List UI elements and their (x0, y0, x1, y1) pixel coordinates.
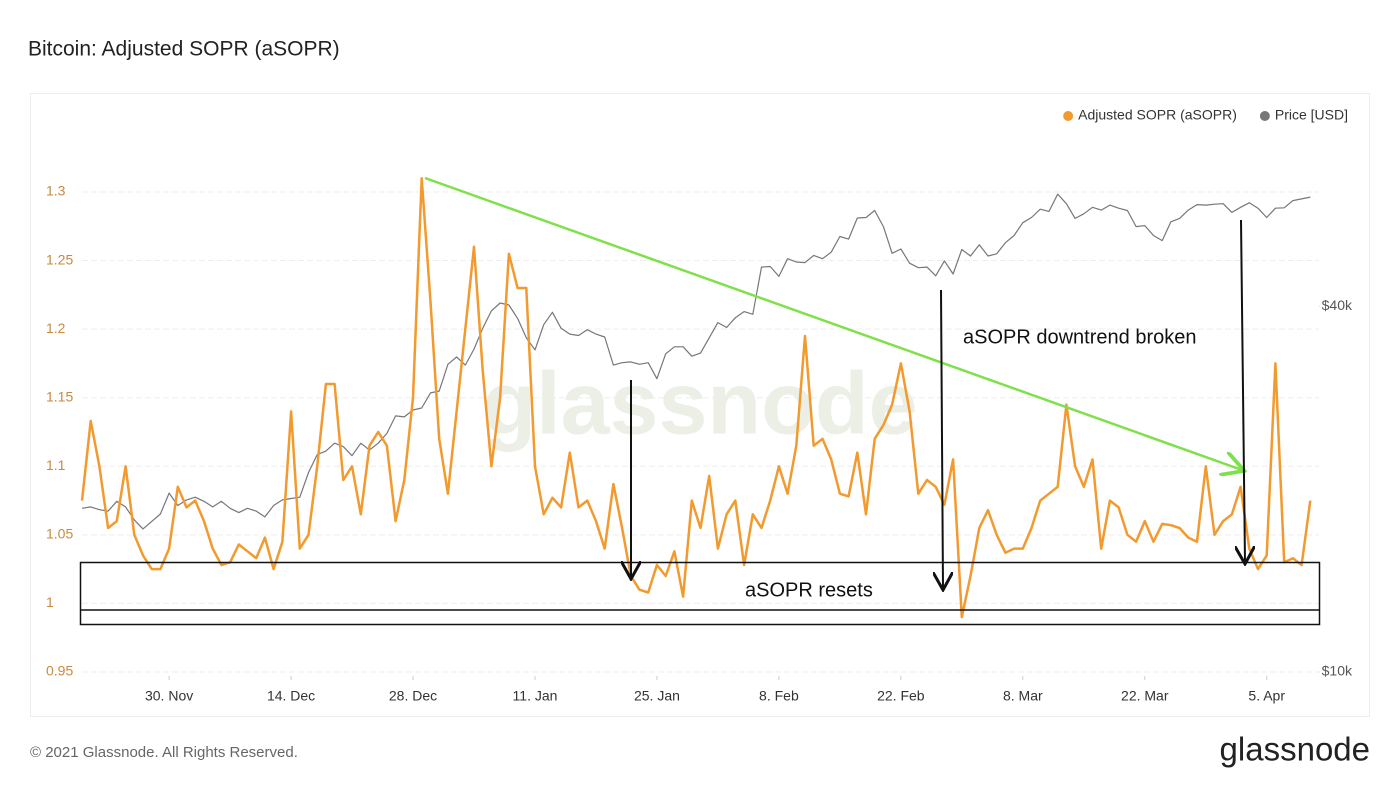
y2-tick-label: $10k (1322, 663, 1353, 679)
copyright: © 2021 Glassnode. All Rights Reserved. (30, 744, 298, 761)
x-tick-label: 8. Mar (1003, 688, 1043, 704)
legend-label: Price [USD] (1275, 107, 1348, 123)
x-tick-label: 28. Dec (389, 688, 437, 704)
x-tick-label: 22. Feb (877, 688, 925, 704)
x-tick-label: 5. Apr (1248, 688, 1285, 704)
reset-box (79, 561, 1321, 626)
y-tick-label: 1.1 (46, 457, 66, 473)
annotation: aSOPR resets (745, 579, 873, 601)
chart-title: Bitcoin: Adjusted SOPR (aSOPR) (28, 38, 340, 61)
series-line (81, 193, 1311, 530)
y-tick-label: 1.05 (46, 526, 73, 542)
legend-marker (1259, 111, 1270, 121)
logo: glassnode (1220, 731, 1370, 768)
y-tick-label: 1.15 (46, 388, 73, 404)
legend-label: Adjusted SOPR (aSOPR) (1078, 107, 1237, 123)
arrow (1241, 219, 1245, 562)
y-tick-label: 1.2 (46, 320, 66, 336)
watermark: glassnode (482, 353, 917, 452)
x-tick-label: 8. Feb (759, 688, 799, 704)
x-tick-label: 22. Mar (1121, 688, 1169, 704)
legend: Price [USD] Adjusted SOPR (aSOPR) (1063, 107, 1348, 123)
y-tick-label: 0.95 (46, 663, 73, 679)
x-tick-label: 25. Jan (634, 688, 680, 704)
y-tick-label: 1 (46, 594, 54, 610)
arrow (941, 289, 943, 588)
x-tick-label: 11. Jan (513, 688, 558, 704)
legend-marker (1063, 111, 1074, 121)
y2-tick-label: $40k (1322, 297, 1353, 313)
x-tick-label: 30. Nov (145, 688, 193, 704)
x-tick-label: 14. Dec (267, 688, 315, 704)
y-tick-label: 1.25 (46, 251, 73, 267)
y-tick-label: 1.3 (46, 183, 66, 199)
grid: 0.95 1 1.05 1.1 1.15 1.2 1.25 1.3 $10k $40k 30. No… (46, 183, 1353, 704)
chart-frame (30, 93, 1370, 717)
plot (80, 177, 1312, 619)
trend-line (424, 176, 1242, 470)
series-line (80, 177, 1312, 619)
annotation: aSOPR downtrend broken (963, 326, 1196, 348)
